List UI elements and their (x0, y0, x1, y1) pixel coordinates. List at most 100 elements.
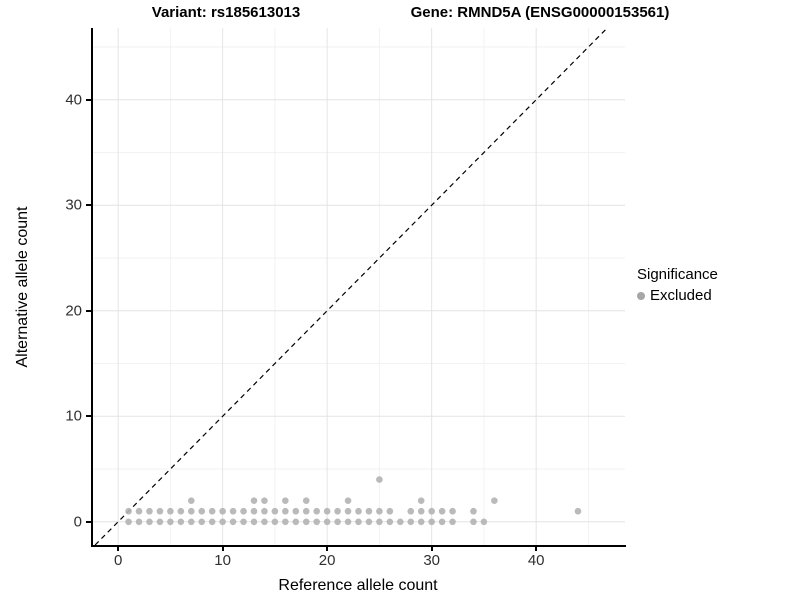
y-axis-line (91, 28, 93, 546)
data-point[interactable] (428, 507, 435, 515)
data-point[interactable] (156, 518, 164, 526)
y-tick-mark (86, 98, 91, 101)
data-point[interactable] (313, 507, 320, 515)
plot-panel[interactable] (92, 28, 625, 545)
x-tick-label: 0 (113, 552, 123, 569)
data-point[interactable] (282, 518, 289, 526)
data-point[interactable] (219, 518, 226, 526)
data-point[interactable] (187, 497, 195, 504)
data-point[interactable] (386, 518, 394, 526)
data-point[interactable] (125, 507, 132, 515)
legend-item-excluded[interactable]: Excluded (637, 287, 718, 304)
data-point[interactable] (229, 518, 237, 526)
data-point[interactable] (282, 497, 289, 504)
data-point[interactable] (135, 518, 143, 526)
data-point[interactable] (240, 507, 247, 515)
data-point[interactable] (177, 518, 185, 526)
y-tick-label: 20 (65, 302, 82, 320)
data-point[interactable] (386, 507, 394, 515)
data-point[interactable] (292, 518, 300, 526)
data-point[interactable] (407, 518, 415, 526)
data-point[interactable] (198, 518, 206, 526)
y-tick-mark (86, 415, 91, 418)
data-point[interactable] (428, 518, 435, 526)
data-point[interactable] (449, 507, 456, 515)
data-point[interactable] (187, 507, 195, 515)
data-point[interactable] (261, 507, 268, 515)
x-axis-title: Reference allele count (278, 577, 438, 594)
data-point[interactable] (365, 507, 373, 515)
y-tick-mark (86, 309, 91, 312)
data-point[interactable] (376, 507, 383, 515)
data-point[interactable] (438, 507, 446, 515)
data-point[interactable] (146, 507, 153, 515)
x-tick-mark (535, 547, 538, 551)
data-point[interactable] (292, 507, 300, 515)
data-point[interactable] (271, 518, 279, 526)
x-tick-label: 10 (214, 552, 231, 569)
data-point[interactable] (470, 507, 477, 515)
data-point[interactable] (250, 507, 258, 515)
data-point[interactable] (376, 518, 383, 526)
data-point[interactable] (187, 518, 195, 526)
data-point[interactable] (208, 518, 216, 526)
data-point[interactable] (417, 518, 425, 526)
data-point[interactable] (323, 518, 331, 526)
data-point[interactable] (167, 507, 174, 515)
data-point[interactable] (365, 518, 373, 526)
data-point[interactable] (470, 518, 477, 526)
data-point[interactable] (302, 497, 310, 504)
data-point[interactable] (344, 497, 352, 504)
data-point[interactable] (229, 507, 237, 515)
data-point[interactable] (376, 476, 383, 483)
data-point[interactable] (334, 507, 341, 515)
data-point[interactable] (355, 518, 362, 526)
data-point[interactable] (344, 518, 352, 526)
data-point[interactable] (407, 507, 415, 515)
data-point[interactable] (250, 497, 258, 504)
scatter-plot (92, 28, 625, 545)
data-point[interactable] (334, 518, 341, 526)
data-point[interactable] (240, 518, 247, 526)
data-point[interactable] (198, 507, 206, 515)
data-point[interactable] (323, 507, 331, 515)
legend-point-icon (637, 291, 645, 300)
data-point[interactable] (574, 507, 582, 515)
data-point[interactable] (449, 518, 456, 526)
data-point[interactable] (438, 518, 446, 526)
data-point[interactable] (167, 518, 174, 526)
data-point[interactable] (417, 507, 425, 515)
variant-title: Variant: rs185613013 (151, 4, 301, 21)
x-tick-mark (117, 547, 120, 551)
identity-line (94, 28, 608, 545)
data-point[interactable] (344, 507, 352, 515)
legend-title: Significance (637, 266, 718, 283)
data-point[interactable] (261, 497, 268, 504)
data-point[interactable] (355, 507, 362, 515)
legend: Significance Excluded (637, 266, 718, 304)
data-point[interactable] (208, 507, 216, 515)
data-point[interactable] (480, 518, 488, 526)
data-point[interactable] (261, 518, 268, 526)
data-point[interactable] (491, 497, 498, 504)
data-point[interactable] (302, 518, 310, 526)
data-point[interactable] (156, 507, 164, 515)
data-point[interactable] (302, 507, 310, 515)
x-tick-label: 20 (318, 552, 336, 569)
data-point[interactable] (271, 507, 279, 515)
data-point[interactable] (397, 518, 404, 526)
data-point[interactable] (146, 518, 153, 526)
x-tick-mark (326, 547, 329, 551)
data-point[interactable] (417, 497, 425, 504)
data-point[interactable] (135, 507, 143, 515)
data-point[interactable] (250, 518, 258, 526)
data-point[interactable] (177, 507, 185, 515)
data-point[interactable] (313, 518, 320, 526)
y-tick-label: 0 (73, 513, 82, 531)
y-tick-label: 30 (65, 196, 82, 214)
data-point[interactable] (219, 507, 226, 515)
y-axis-title: Alternative allele count (14, 126, 32, 368)
data-point[interactable] (125, 518, 132, 526)
data-point[interactable] (282, 507, 289, 515)
